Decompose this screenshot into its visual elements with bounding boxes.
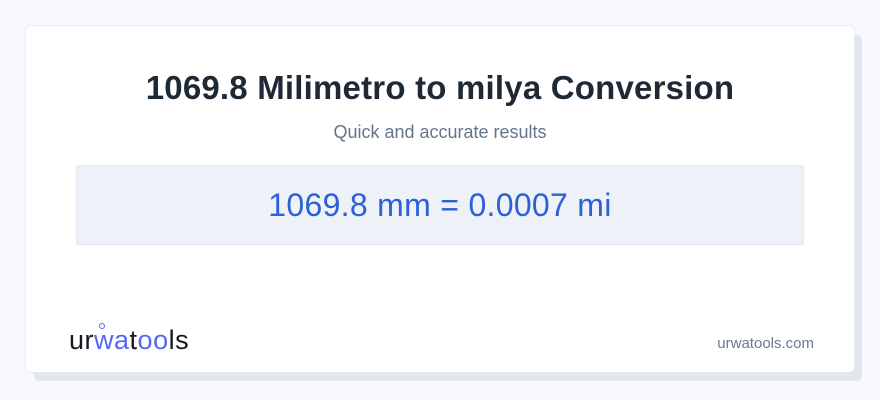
urwatools-logo: urwatools [69, 323, 190, 356]
logo-part: wa [94, 325, 130, 356]
conversion-result-text: 1069.8 mm = 0.0007 mi [268, 186, 612, 223]
logo-ring-icon [99, 323, 105, 330]
site-url: urwatools.com [717, 335, 814, 352]
logo-part: oo [137, 325, 169, 356]
conversion-result-box: 1069.8 mm = 0.0007 mi [76, 165, 804, 245]
card-footer: urwatools urwatools.com [26, 323, 854, 372]
logo-part: ur [69, 325, 95, 356]
page-title: 1069.8 Milimetro to milya Conversion [145, 69, 735, 106]
logo-part: t [129, 325, 138, 356]
conversion-card: 1069.8 Milimetro to milya Conversion Qui… [25, 25, 855, 373]
page-subtitle: Quick and accurate results [333, 122, 547, 142]
logo-part: ls [168, 325, 190, 356]
